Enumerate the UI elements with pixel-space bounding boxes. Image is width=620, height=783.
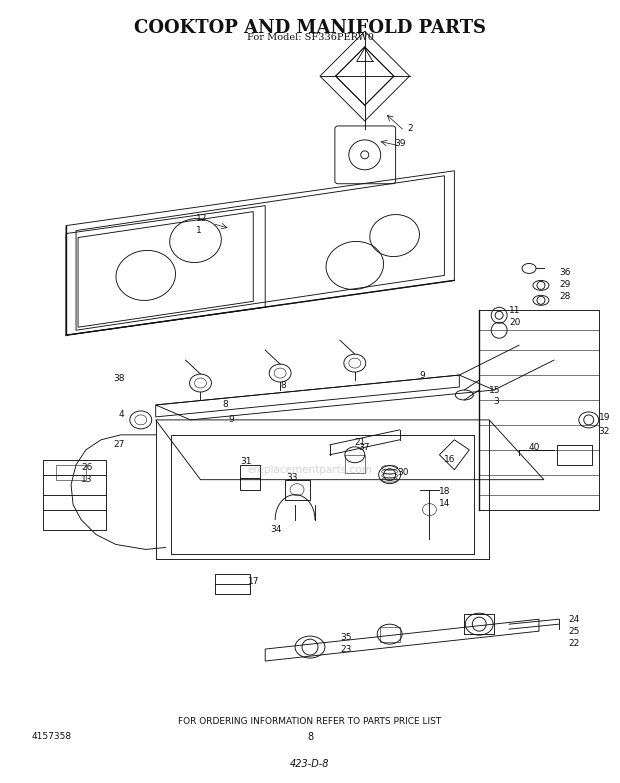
Text: 38: 38 [113, 373, 125, 383]
Text: 28: 28 [559, 292, 570, 301]
Text: 18: 18 [440, 487, 451, 496]
Text: 12: 12 [195, 214, 207, 223]
Text: 23: 23 [340, 644, 352, 654]
Bar [379, 627, 400, 642]
Text: 13: 13 [81, 475, 92, 484]
Text: 8: 8 [223, 400, 228, 410]
Text: 29: 29 [559, 280, 570, 289]
Text: 4157358: 4157358 [31, 732, 71, 741]
Text: 9: 9 [228, 416, 234, 424]
Text: 33: 33 [286, 473, 298, 482]
Text: ereplacementparts.com: ereplacementparts.com [247, 465, 373, 474]
Bar [285, 480, 310, 500]
Bar [464, 614, 494, 634]
Text: For Model: SF336PERW0: For Model: SF336PERW0 [247, 33, 373, 42]
Text: 20: 20 [509, 318, 520, 327]
Text: 2: 2 [407, 124, 413, 133]
Bar [557, 445, 591, 465]
Text: 9: 9 [420, 370, 425, 380]
Text: 36: 36 [559, 268, 570, 277]
Text: 35: 35 [340, 633, 352, 641]
Text: 14: 14 [440, 499, 451, 508]
Text: 32: 32 [599, 428, 610, 436]
Text: 27: 27 [113, 440, 124, 449]
Text: 11: 11 [509, 306, 521, 315]
Bar [56, 465, 86, 480]
Text: 19: 19 [599, 413, 610, 422]
Text: 40: 40 [529, 443, 541, 453]
Text: 17: 17 [248, 577, 260, 586]
Text: 26: 26 [81, 464, 92, 472]
Text: 37: 37 [358, 443, 370, 453]
Text: 24: 24 [569, 615, 580, 624]
Text: 8: 8 [280, 381, 286, 389]
Text: 15: 15 [489, 385, 501, 395]
Text: 21: 21 [355, 438, 366, 447]
Text: 39: 39 [394, 139, 406, 149]
Text: 3: 3 [493, 398, 499, 406]
Text: 30: 30 [397, 468, 409, 477]
Bar [345, 455, 365, 473]
Text: 31: 31 [241, 457, 252, 466]
Text: 34: 34 [270, 525, 281, 534]
Bar [215, 575, 250, 594]
Text: 8: 8 [307, 732, 313, 742]
Text: 22: 22 [569, 639, 580, 648]
Text: COOKTOP AND MANIFOLD PARTS: COOKTOP AND MANIFOLD PARTS [134, 20, 486, 38]
Text: FOR ORDERING INFORMATION REFER TO PARTS PRICE LIST: FOR ORDERING INFORMATION REFER TO PARTS … [179, 717, 441, 726]
Text: 423-D-8: 423-D-8 [290, 759, 330, 769]
Text: 4: 4 [119, 410, 125, 420]
Bar [241, 465, 260, 489]
Text: 1: 1 [195, 226, 202, 235]
Text: 25: 25 [569, 626, 580, 636]
Text: 16: 16 [445, 455, 456, 464]
